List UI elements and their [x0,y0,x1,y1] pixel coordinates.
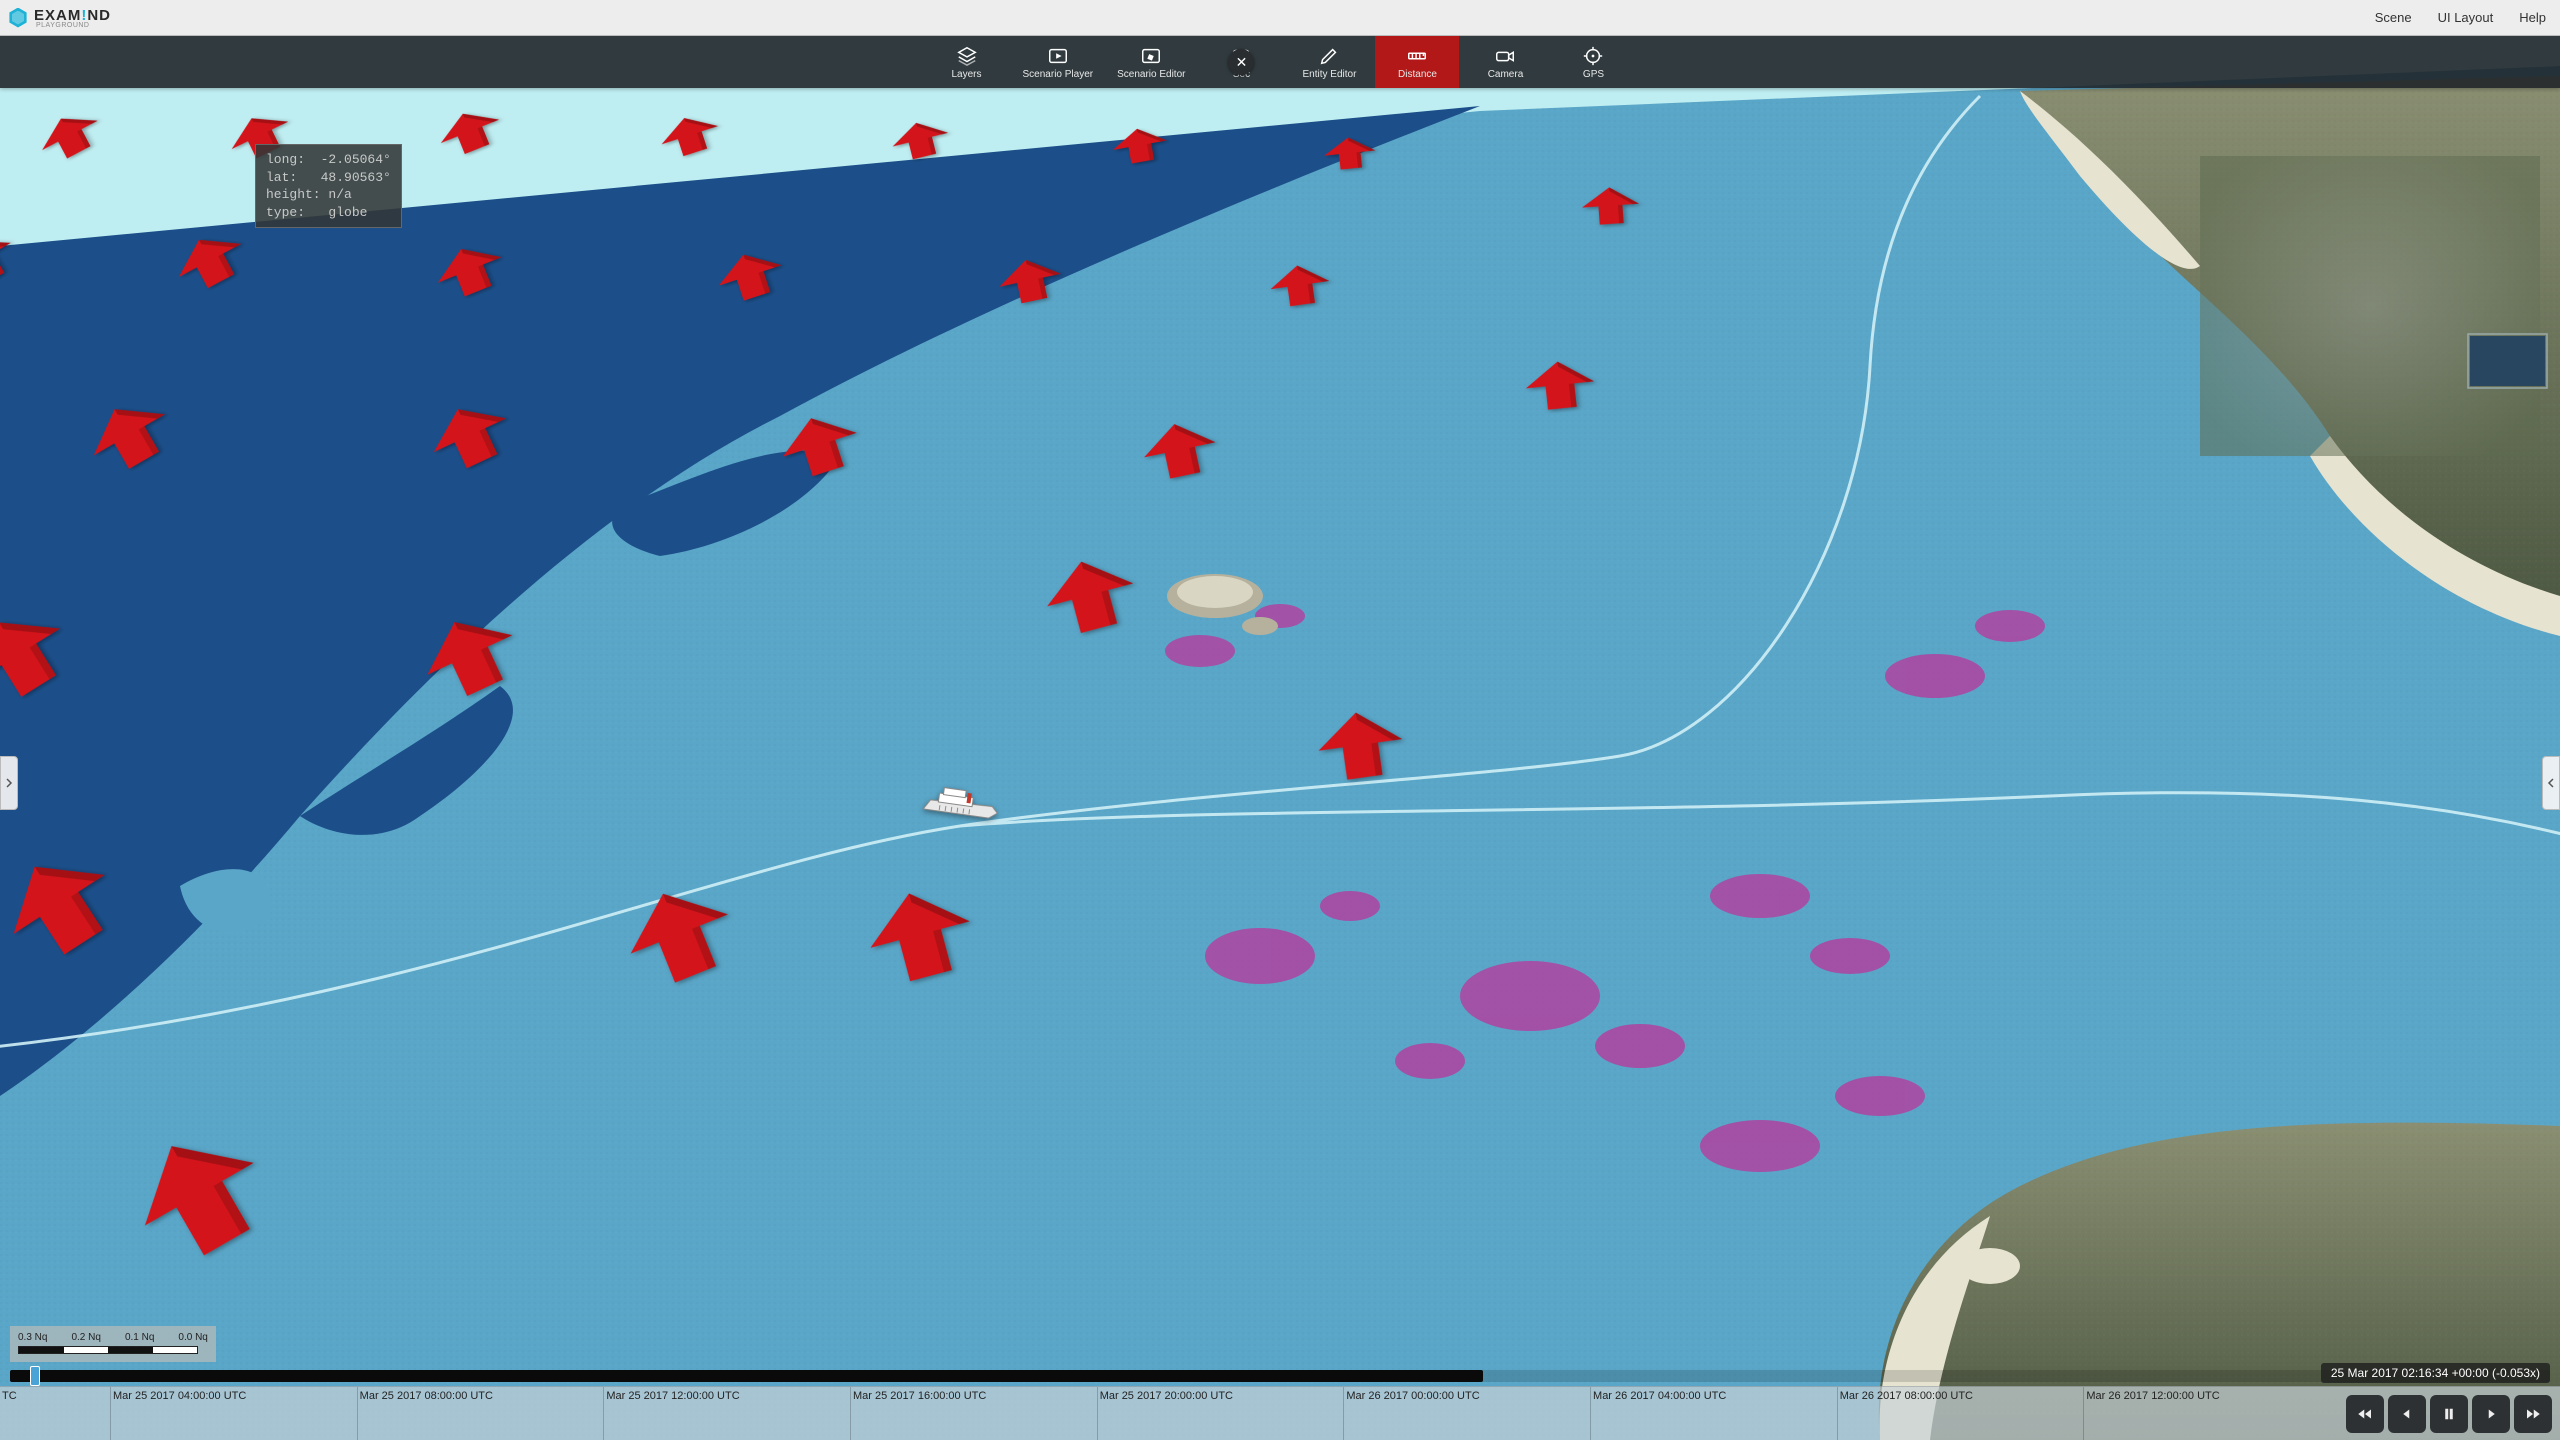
tool-camera[interactable]: Camera [1463,36,1547,88]
coord-long: long: -2.05064° [266,152,391,167]
timeline-tick: Mar 25 2017 08:00:00 UTC [357,1387,604,1440]
tool-label: Distance [1398,69,1437,80]
scale-bar [18,1346,198,1354]
timeline-bar: 25 Mar 2017 02:16:34 +00:00 (-0.053x) TC… [0,1386,2560,1440]
timeline-tick: Mar 25 2017 12:00:00 UTC [603,1387,850,1440]
timeline-tick: Mar 25 2017 04:00:00 UTC [110,1387,357,1440]
tool-entity-editor[interactable]: Entity Editor [1287,36,1371,88]
tool-label: Layers [952,69,982,80]
timeline-tick: Mar 26 2017 12:00:00 UTC [2083,1387,2330,1440]
timeline-tick: Mar 26 2017 08:00:00 UTC [1837,1387,2084,1440]
main-toolbar: LayersScenario PlayerScenario EditorSec✕… [0,36,2560,88]
tool-distance[interactable]: Distance [1375,36,1459,88]
timeline-tick: Mar 26 2017 00:00:00 UTC [1343,1387,1590,1440]
tool-label: Scenario Player [1023,69,1094,80]
coord-type: type: globe [266,205,367,220]
timeline-tick: TC [0,1387,110,1440]
logo-hex-icon [8,8,28,28]
tool-scenario-player[interactable]: Scenario Player [1013,36,1104,88]
pause-button[interactable] [2430,1395,2468,1433]
topbar: EXAM!ND PLAYGROUND Scene UI Layout Help [0,0,2560,36]
menu-scene[interactable]: Scene [2369,6,2418,29]
coord-height: height: n/a [266,187,352,202]
left-panel-toggle[interactable] [0,756,18,810]
map-canvas [0,36,2560,1440]
step-forward-button[interactable] [2472,1395,2510,1433]
edit-rect-icon [1140,45,1162,67]
timeline-tick: Mar 25 2017 16:00:00 UTC [850,1387,1097,1440]
step-back-button[interactable] [2388,1395,2426,1433]
tool-label: Entity Editor [1303,69,1357,80]
layers-icon [956,45,978,67]
scale-label: 0.3 Nq [18,1332,47,1343]
scale-label: 0.2 Nq [71,1332,100,1343]
tool-scenario-editor[interactable]: Scenario Editor [1107,36,1195,88]
coordinate-readout: long: -2.05064° lat: 48.90563° height: n… [255,144,402,228]
camera-icon [1494,45,1516,67]
timeline-progress-fill [10,1370,1483,1382]
tool-label: Scenario Editor [1117,69,1185,80]
tool-layers[interactable]: Layers [925,36,1009,88]
right-panel-toggle[interactable] [2542,756,2560,810]
menu-ui-layout[interactable]: UI Layout [2432,6,2500,29]
menu-help[interactable]: Help [2513,6,2552,29]
coord-lat: lat: 48.90563° [266,170,391,185]
timeline-scrub-handle[interactable] [30,1366,40,1386]
ruler-icon [1406,45,1428,67]
map-viewport[interactable]: long: -2.05064° lat: 48.90563° height: n… [0,36,2560,1440]
app-name: EXAM!ND [34,7,111,24]
fast-forward-button[interactable] [2514,1395,2552,1433]
pencil-icon [1318,45,1340,67]
topbar-menu: Scene UI Layout Help [2369,6,2552,29]
tool-label: Camera [1488,69,1524,80]
target-icon [1582,45,1604,67]
scale-label: 0.0 Nq [178,1332,207,1343]
scale-legend: 0.3 Nq 0.2 Nq 0.1 Nq 0.0 Nq [10,1326,216,1362]
timeline-progress-track[interactable] [10,1370,2550,1382]
tool-gps[interactable]: GPS [1551,36,1635,88]
app-logo: EXAM!ND PLAYGROUND [8,7,111,29]
tool-label: GPS [1583,69,1604,80]
playback-controls [2346,1395,2552,1433]
rewind-button[interactable] [2346,1395,2384,1433]
timeline-tick: Mar 25 2017 20:00:00 UTC [1097,1387,1344,1440]
timeline-ticks[interactable]: TCMar 25 2017 04:00:00 UTCMar 25 2017 08… [0,1387,2330,1440]
play-rect-icon [1047,45,1069,67]
timeline-tick: Mar 26 2017 04:00:00 UTC [1590,1387,1837,1440]
timeline-clock: 25 Mar 2017 02:16:34 +00:00 (-0.053x) [2321,1363,2550,1383]
scale-labels: 0.3 Nq 0.2 Nq 0.1 Nq 0.0 Nq [18,1332,208,1343]
scale-label: 0.1 Nq [125,1332,154,1343]
